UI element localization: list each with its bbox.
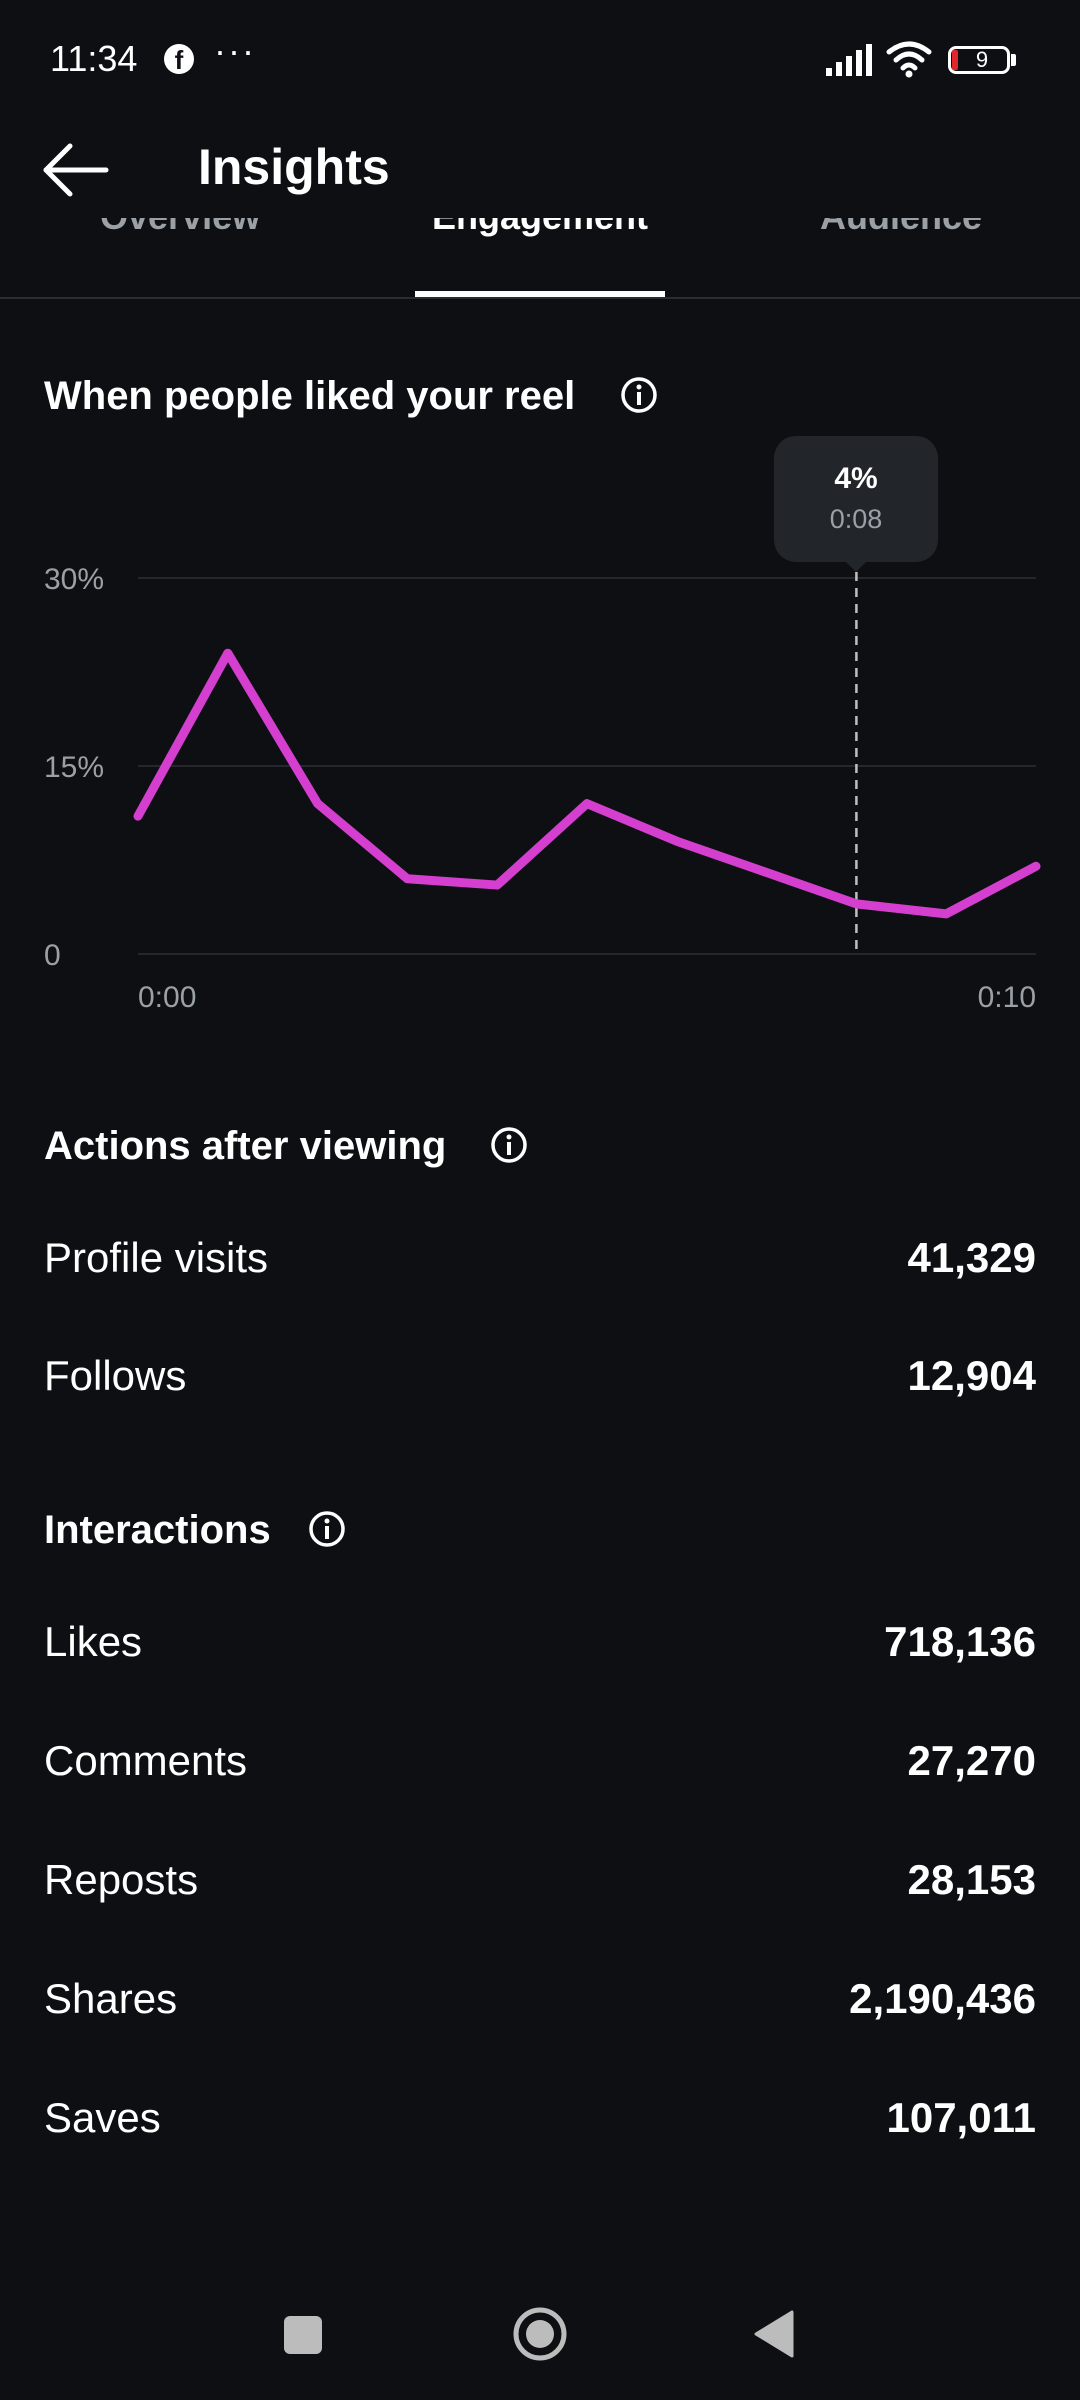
battery-icon — [948, 46, 1010, 74]
tabs-divider — [0, 297, 1080, 299]
system-back-button[interactable] — [752, 2310, 794, 2358]
actions-section-title: Actions after viewing — [44, 1124, 447, 1168]
page-title: Insights — [198, 139, 390, 195]
saves-label: Saves — [44, 2094, 161, 2141]
profile-visits-value: 41,329 — [907, 1234, 1036, 1281]
status-time: 11:34 — [50, 38, 138, 79]
comments-label: Comments — [44, 1737, 248, 1784]
y-tick-label: 30% — [44, 563, 104, 596]
comments-value: 27,270 — [907, 1737, 1036, 1784]
shares-label: Shares — [44, 1975, 178, 2022]
x-tick-label: 0:10 — [978, 981, 1036, 1014]
y-tick-label: 0 — [44, 939, 61, 972]
interactions-section-title: Interactions — [44, 1508, 271, 1552]
back-arrow-icon[interactable] — [40, 142, 110, 198]
liked-chart-title: When people liked your reel — [44, 374, 576, 418]
saves-value: 107,011 — [886, 2094, 1036, 2141]
tab-engagement[interactable]: Engagement — [432, 218, 648, 254]
y-tick-label: 15% — [44, 751, 104, 784]
tooltip-value: 4% — [834, 462, 877, 495]
shares-value: 2,190,436 — [849, 1975, 1036, 2022]
battery-percent: 9 — [975, 47, 989, 72]
info-icon[interactable] — [308, 1510, 346, 1548]
follows-value: 12,904 — [907, 1352, 1036, 1399]
tab-audience[interactable]: Audience — [820, 218, 982, 254]
tooltip-box — [774, 436, 938, 562]
recent-apps-button[interactable] — [284, 2316, 322, 2354]
likes-value: 718,136 — [884, 1618, 1036, 1665]
more-notifications-icon: ··· — [214, 30, 256, 71]
likes-series-line — [133, 648, 1041, 919]
info-icon[interactable] — [620, 376, 658, 414]
tab-overview[interactable]: Overview — [100, 218, 260, 254]
battery-level — [952, 50, 958, 70]
reposts-value: 28,153 — [907, 1856, 1036, 1903]
x-tick-label: 0:00 — [138, 981, 196, 1014]
tooltip-time: 0:08 — [830, 504, 883, 534]
profile-visits-label: Profile visits — [44, 1234, 269, 1281]
battery-tip — [1011, 54, 1016, 66]
likes-label: Likes — [44, 1618, 143, 1665]
info-icon[interactable] — [490, 1126, 528, 1164]
likes-line-chart: 4% 0:08 30% 15% 0 0:00 0:10 — [44, 436, 1041, 1014]
follows-label: Follows — [44, 1352, 187, 1399]
active-tab-indicator — [415, 291, 665, 297]
wifi-icon — [886, 41, 932, 78]
home-button[interactable] — [512, 2306, 568, 2362]
facebook-notification-icon: f — [164, 44, 194, 75]
reposts-label: Reposts — [44, 1856, 199, 1903]
signal-icon — [826, 44, 872, 76]
